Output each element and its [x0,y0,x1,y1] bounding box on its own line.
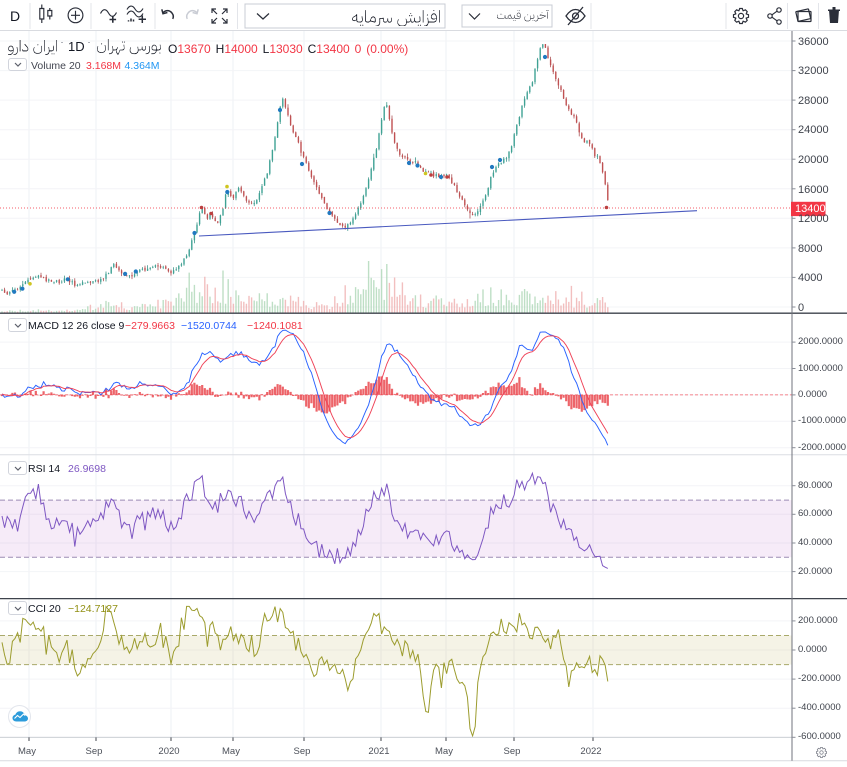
svg-text:D: D [10,8,20,24]
